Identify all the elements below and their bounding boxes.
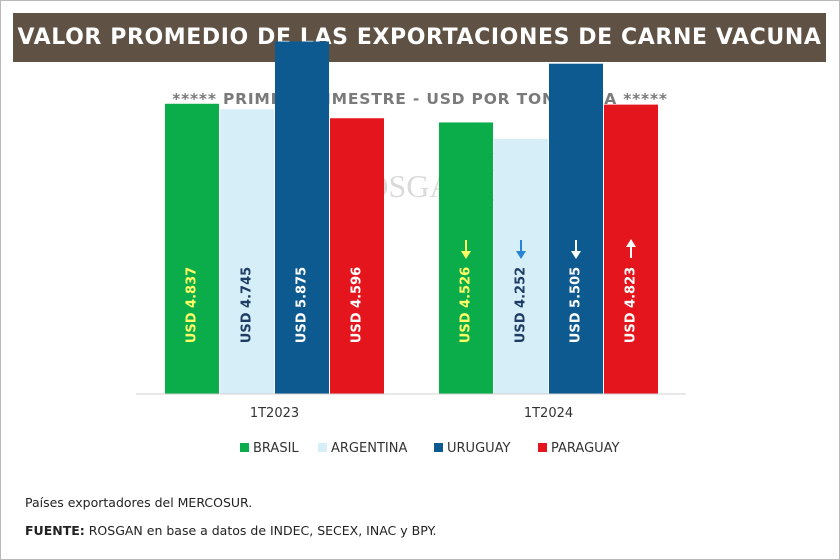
x-tick-label: 1T2024	[524, 406, 573, 421]
data-label-uruguay-1t2023: USD 5.875	[295, 267, 310, 343]
legend-label-paraguay: PARAGUAY	[551, 441, 620, 456]
arrow-up-icon	[626, 239, 636, 258]
data-label-argentina-1t2024: USD 4.252	[514, 267, 529, 343]
bar-argentina-1t2024	[494, 138, 548, 394]
bar-uruguay-1t2024	[549, 63, 603, 394]
legend-swatch-argentina	[318, 443, 327, 452]
data-label-brasil-1t2023: USD 4.837	[185, 267, 200, 343]
x-tick-label: 1T2023	[250, 406, 299, 421]
footnote: Países exportadores del MERCOSUR.	[25, 495, 253, 510]
arrow-down-icon	[516, 240, 526, 259]
bar-uruguay-1t2023	[275, 41, 329, 394]
chart-title-bar: VALOR PROMEDIO DE LAS EXPORTACIONES DE C…	[13, 13, 826, 62]
legend-swatch-uruguay	[434, 443, 443, 452]
bar-brasil-1t2023	[165, 103, 219, 394]
legend-label-uruguay: URUGUAY	[447, 441, 511, 456]
data-label-brasil-1t2024: USD 4.526	[459, 267, 474, 343]
data-label-paraguay-1t2023: USD 4.596	[350, 267, 365, 343]
arrow-down-icon	[571, 240, 581, 259]
data-label-argentina-1t2023: USD 4.745	[240, 267, 255, 343]
source-text: ROSGAN en base a datos de INDEC, SECEX, …	[84, 523, 437, 538]
legend-label-brasil: BRASIL	[253, 441, 299, 456]
data-label-uruguay-1t2024: USD 5.505	[569, 267, 584, 343]
bar-chart: ROSGAN USD 4.837 USD 4.745 USD 5.875 USD 4.…	[136, 41, 686, 456]
source-label: FUENTE:	[25, 523, 85, 538]
legend-label-argentina: ARGENTINA	[331, 441, 407, 456]
data-label-paraguay-1t2024: USD 4.823	[624, 267, 639, 343]
chart-title: VALOR PROMEDIO DE LAS EXPORTACIONES DE C…	[17, 25, 822, 50]
arrow-down-icon	[461, 240, 471, 259]
bar-paraguay-1t2023	[330, 118, 384, 395]
legend-swatch-paraguay	[538, 443, 547, 452]
legend-swatch-brasil	[240, 443, 249, 452]
bar-argentina-1t2023	[220, 109, 274, 395]
source-note: FUENTE: ROSGAN en base a datos de INDEC,…	[25, 523, 437, 538]
